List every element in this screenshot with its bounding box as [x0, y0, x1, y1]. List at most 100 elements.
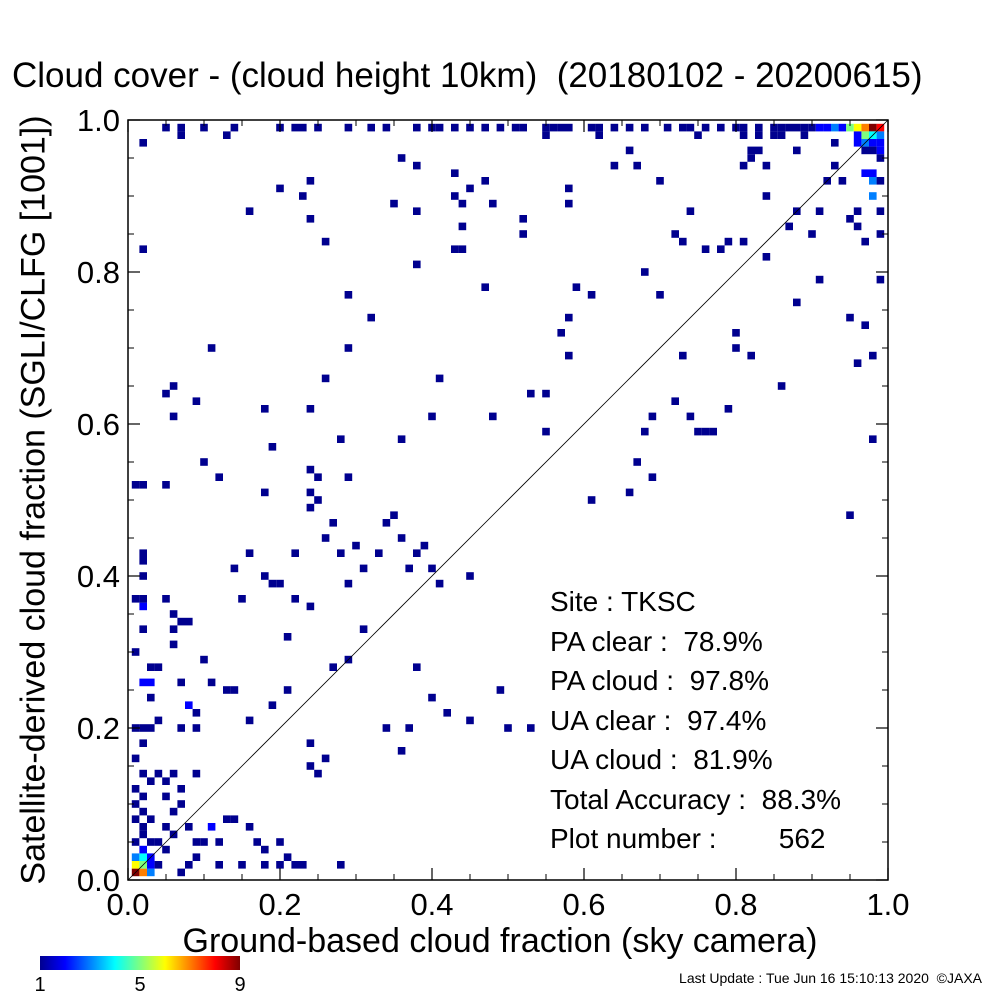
heatmap-cell — [511, 123, 520, 132]
heatmap-cell — [139, 625, 147, 633]
heatmap-cell — [215, 473, 223, 481]
heatmap-cell — [215, 861, 223, 869]
heatmap-cell — [587, 496, 596, 504]
heatmap-cell — [565, 351, 573, 360]
heatmap-cell — [838, 177, 847, 185]
heatmap-cell — [466, 716, 474, 725]
heatmap-cell — [131, 853, 140, 861]
heatmap-cell — [869, 351, 877, 360]
heatmap-cell — [321, 754, 330, 763]
heatmap-cell — [397, 154, 406, 162]
stat-row-pa-clear: PA clear : 78.9% — [550, 622, 841, 662]
heatmap-cell — [443, 709, 451, 717]
stats-panel: Site : TKSC PA clear : 78.9% PA cloud : … — [550, 582, 841, 859]
y-tick-label: 0.0 — [77, 863, 120, 898]
heatmap-cell — [808, 123, 816, 132]
heatmap-cell — [321, 237, 330, 246]
x-tick-label: 0.8 — [714, 887, 757, 922]
heatmap-cell — [139, 245, 147, 253]
heatmap-cell — [283, 686, 292, 694]
heatmap-cell — [306, 488, 315, 497]
heatmap-cell — [147, 678, 155, 687]
heatmap-cell — [154, 769, 163, 778]
heatmap-cell — [291, 595, 299, 603]
heatmap-cell — [527, 389, 535, 398]
heatmap-cell — [876, 131, 885, 139]
heatmap-cell — [777, 382, 786, 390]
heatmap-cell — [306, 465, 315, 474]
heatmap-cell — [177, 123, 185, 132]
last-update-footer: Last Update : Tue Jun 16 15:10:13 2020 ©… — [679, 970, 982, 986]
stat-label: Total Accuracy : — [550, 783, 747, 815]
heatmap-cell — [382, 123, 391, 132]
heatmap-cell — [869, 177, 877, 185]
heatmap-cell — [139, 739, 147, 747]
heatmap-cell — [435, 123, 444, 132]
heatmap-cell — [785, 123, 793, 132]
heatmap-cell — [162, 595, 170, 603]
heatmap-cell — [413, 663, 421, 671]
heatmap-cell — [382, 724, 391, 732]
heatmap-cell — [557, 329, 565, 337]
heatmap-cell — [679, 351, 687, 360]
heatmap-cell — [207, 678, 216, 687]
heatmap-cell — [352, 541, 360, 550]
heatmap-cell — [785, 222, 793, 231]
heatmap-cell — [869, 169, 877, 177]
heatmap-cell — [701, 245, 710, 253]
heatmap-cell — [261, 845, 269, 854]
stat-row-total-accuracy: Total Accuracy : 88.3% — [550, 780, 841, 820]
heatmap-cell — [496, 123, 505, 132]
heatmap-cell — [397, 747, 406, 755]
heatmap-cell — [755, 123, 763, 132]
heatmap-cell — [413, 123, 421, 132]
heatmap-cell — [276, 861, 284, 869]
heatmap-cell — [663, 123, 672, 132]
heatmap-cell — [223, 686, 231, 694]
heatmap-cell — [139, 572, 147, 580]
heatmap-cell — [717, 245, 725, 253]
heatmap-cell — [192, 769, 201, 778]
heatmap-cell — [489, 412, 497, 421]
heatmap-cell — [261, 572, 269, 580]
heatmap-cell — [481, 283, 489, 291]
heatmap-cell — [314, 769, 322, 778]
heatmap-cell — [177, 617, 185, 626]
heatmap-cell — [299, 861, 307, 869]
stat-value: 97.8% — [689, 665, 769, 696]
heatmap-cell — [633, 458, 641, 466]
heatmap-cell — [131, 815, 140, 823]
heatmap-cell — [291, 549, 299, 557]
reference-diagonal-line — [127, 119, 889, 881]
heatmap-cell — [671, 397, 679, 405]
heatmap-cell — [686, 412, 695, 421]
heatmap-cell — [846, 123, 854, 132]
heatmap-cell — [299, 192, 307, 200]
heatmap-cell — [329, 519, 337, 527]
heatmap-cell — [815, 207, 824, 215]
heatmap-cell — [238, 861, 246, 869]
heatmap-cell — [306, 405, 315, 413]
y-axis-label: Satellite-derived cloud fraction (SGLI/C… — [14, 115, 53, 885]
heatmap-cell — [147, 868, 155, 877]
heatmap-cell — [177, 678, 185, 687]
x-tick-label: 0.0 — [106, 887, 149, 922]
heatmap-cell — [481, 123, 489, 132]
heatmap-cell — [245, 207, 254, 215]
x-tick-label: 0.4 — [410, 887, 453, 922]
heatmap-cell — [587, 291, 596, 299]
heatmap-cell — [367, 123, 375, 132]
colorbar-tick-label: 1 — [34, 974, 46, 996]
heatmap-cell — [420, 541, 429, 550]
heatmap-cell — [139, 830, 147, 839]
heatmap-cell — [154, 716, 163, 725]
colorbar-tick-label: 5 — [134, 974, 146, 996]
heatmap-cell — [344, 291, 353, 299]
heatmap-cell — [253, 838, 261, 846]
stat-row-ua-clear: UA clear : 97.4% — [550, 701, 841, 741]
heatmap-cell — [625, 488, 634, 497]
heatmap-cell — [565, 123, 573, 132]
heatmap-cell — [413, 549, 421, 557]
